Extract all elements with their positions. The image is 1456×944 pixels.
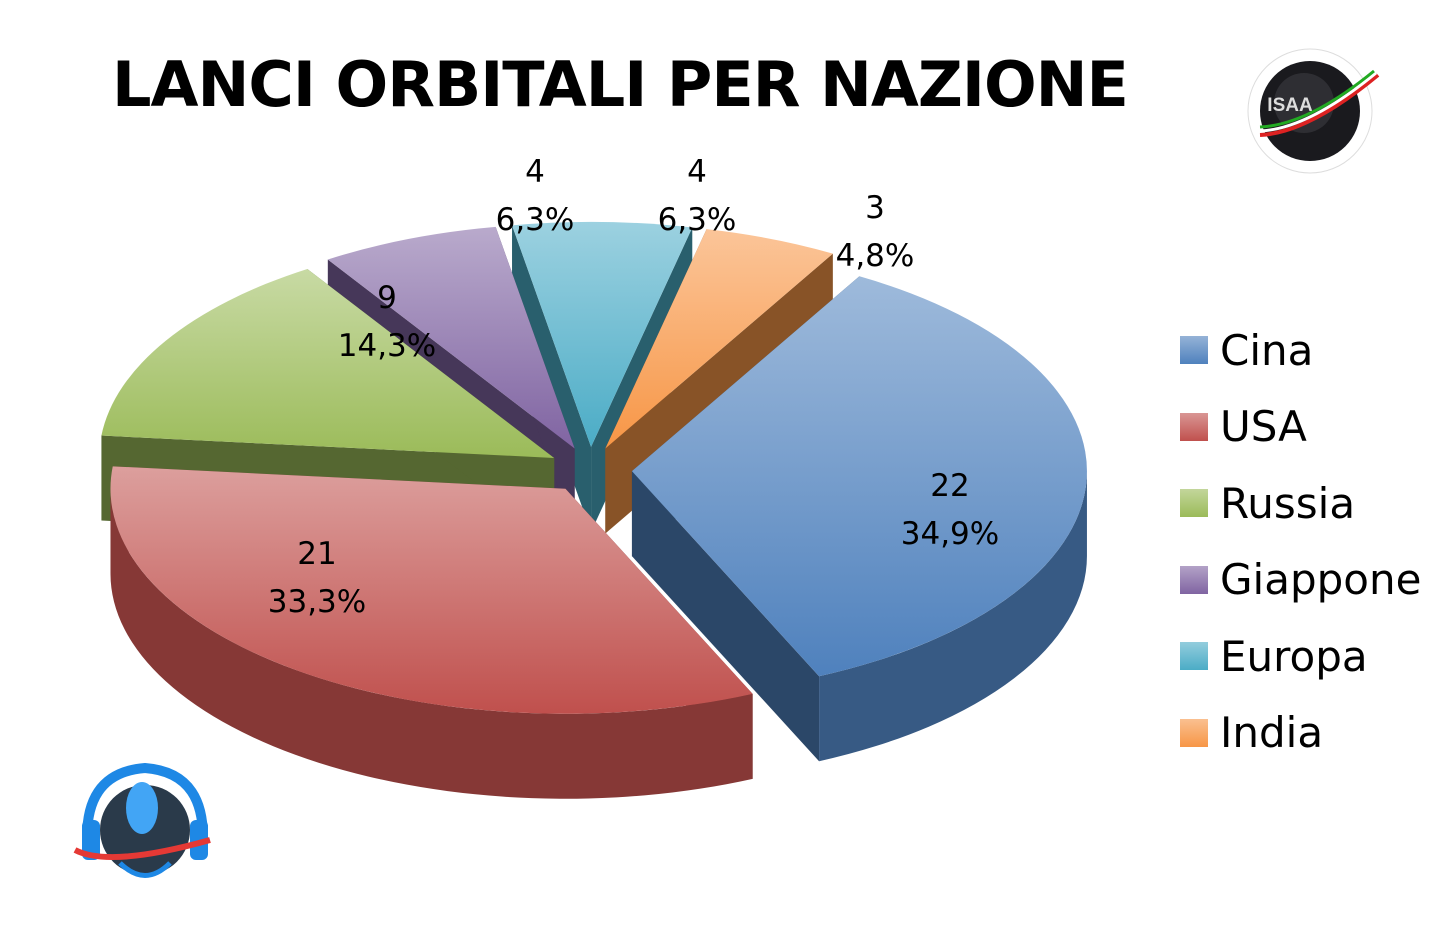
chart-title: LANCI ORBITALI PER NAZIONE [112, 48, 1129, 121]
data-label-value: 9 [377, 280, 397, 316]
data-label-value: 4 [687, 154, 707, 190]
data-label-value: 22 [930, 468, 969, 504]
legend-swatch [1180, 642, 1208, 671]
pie-chart: 22 34,9% 21 33,3% 9 14,3% 4 6,3% 4 6,3% 3 4,8% [101, 154, 1087, 799]
data-label-percent: 6,3% [496, 202, 575, 238]
pie-slice-cina [631, 276, 1087, 762]
astronauticast-logo [73, 762, 211, 878]
legend-label: Giappone [1220, 555, 1422, 605]
svg-text:ISAA: ISAA [1267, 95, 1313, 116]
legend: Cina USA Russia Giappone Europa India [1180, 312, 1421, 771]
legend-item-usa: USA [1180, 389, 1421, 466]
legend-swatch [1180, 718, 1208, 747]
data-label-value: 4 [525, 154, 545, 190]
data-label-value: 3 [865, 190, 885, 226]
legend-label: USA [1220, 402, 1307, 452]
legend-swatch [1180, 565, 1208, 594]
data-label-value: 21 [297, 536, 336, 572]
data-label-percent: 6,3% [658, 202, 737, 238]
legend-item-europa: Europa [1180, 618, 1421, 695]
pie-slice-usa [110, 466, 753, 799]
legend-label: India [1220, 708, 1324, 758]
data-label-percent: 33,3% [268, 584, 366, 620]
legend-swatch [1180, 489, 1208, 518]
legend-label: Russia [1220, 478, 1356, 528]
legend-item-giappone: Giappone [1180, 542, 1421, 619]
data-label-percent: 4,8% [836, 238, 915, 274]
isaa-logo: ISAA [1247, 48, 1380, 174]
legend-label: Europa [1220, 631, 1368, 681]
legend-item-india: India [1180, 695, 1421, 772]
data-label-percent: 34,9% [901, 516, 999, 552]
legend-swatch [1180, 412, 1208, 441]
legend-item-cina: Cina [1180, 312, 1421, 389]
legend-swatch [1180, 336, 1208, 365]
legend-item-russia: Russia [1180, 465, 1421, 542]
legend-label: Cina [1220, 325, 1314, 375]
data-label-percent: 14,3% [338, 328, 436, 364]
